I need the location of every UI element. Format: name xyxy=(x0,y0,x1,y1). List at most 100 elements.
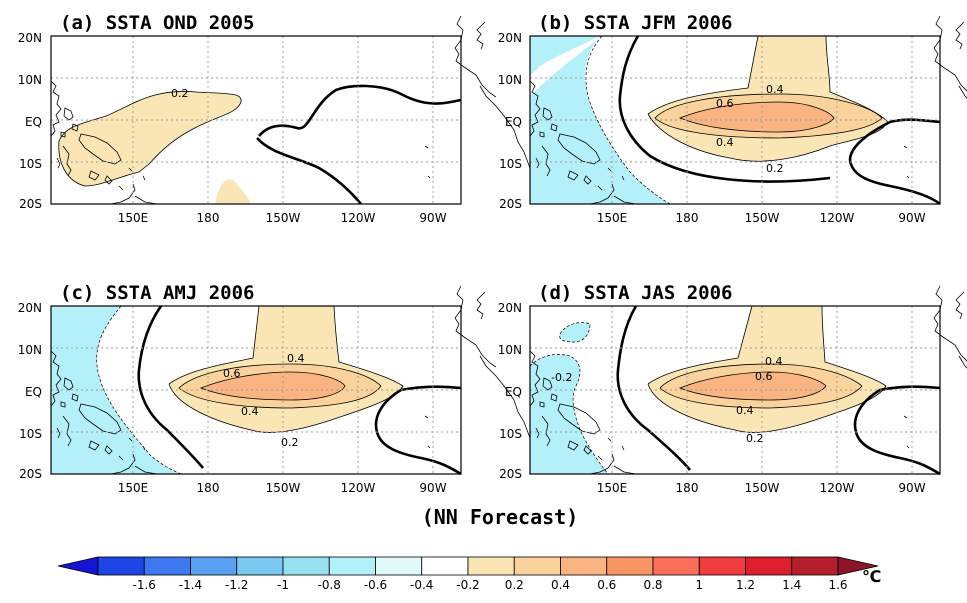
colorbar-swatch xyxy=(791,556,839,576)
lat-tick: EQ xyxy=(25,385,42,399)
colorbar-tick-label: -0.4 xyxy=(410,578,433,592)
lon-tick: 180 xyxy=(676,211,699,225)
colorbar-tick-label: -0.2 xyxy=(456,578,479,592)
lat-tick: EQ xyxy=(505,115,522,129)
lon-tick: 120W xyxy=(820,211,855,225)
colorbar-tick-label: -1 xyxy=(277,578,289,592)
lon-tick: 90W xyxy=(419,211,446,225)
colorbar-swatch xyxy=(375,556,423,576)
lat-axis-b: 20N 10N EQ 10S 20S xyxy=(498,31,522,211)
lat-tick: 10S xyxy=(499,427,522,441)
colorbar-high-arrow xyxy=(837,556,879,576)
colorbar-tick-label: 1.6 xyxy=(828,578,847,592)
lon-tick: 120W xyxy=(820,481,855,495)
cool-anomaly-region-d xyxy=(559,322,591,343)
panel-title: (b) SSTA JFM 2006 xyxy=(538,12,732,34)
colorbar-swatch xyxy=(698,556,746,576)
lon-tick: 180 xyxy=(676,481,699,495)
colorbar-tick-label: 1 xyxy=(695,578,703,592)
lat-tick: 10N xyxy=(18,73,42,87)
lon-tick: 150E xyxy=(597,211,628,225)
colorbar-tick-label: 1.4 xyxy=(782,578,801,592)
colorbar-tick-label: -1.6 xyxy=(133,578,156,592)
colorbar-swatch xyxy=(421,556,469,576)
lon-tick: 120W xyxy=(341,211,376,225)
lat-tick: 10N xyxy=(498,343,522,357)
lat-axis-a: 20N 10N EQ 10S 20S xyxy=(18,31,42,211)
colorbar-swatch xyxy=(467,556,515,576)
panel-c: 0.4 0.6 0.4 0.2 xyxy=(50,285,535,476)
contour-label: 0.4 xyxy=(241,405,259,418)
lat-tick: 20N xyxy=(498,301,522,315)
colorbar-tick-label: 0.2 xyxy=(505,578,524,592)
lon-tick: 90W xyxy=(898,211,925,225)
contour-label: 0.4 xyxy=(766,83,784,96)
colorbar-swatch xyxy=(513,556,561,576)
contour-label: 0.2 xyxy=(171,87,189,100)
colorbar-swatch xyxy=(190,556,238,576)
lon-tick: 150W xyxy=(266,211,301,225)
colorbar-swatch xyxy=(328,556,376,576)
contour-label: 0.4 xyxy=(765,355,783,368)
colorbar-low-arrow xyxy=(57,556,99,576)
colorbar-tick-label: 0.4 xyxy=(551,578,570,592)
lon-tick: 150W xyxy=(266,481,301,495)
lon-tick: 150W xyxy=(745,211,780,225)
lon-axis-c: 150E 180 150W 120W 90W xyxy=(118,481,447,495)
lat-tick: 20S xyxy=(19,197,42,211)
contour-label: 0.4 xyxy=(736,404,754,417)
lon-tick: 90W xyxy=(898,481,925,495)
lon-tick: 150W xyxy=(745,481,780,495)
unit-label: ℃ xyxy=(862,567,881,586)
contour-label: 0.6 xyxy=(223,367,241,380)
forecast-caption: (NN Forecast) xyxy=(422,505,579,529)
colorbar-swatch xyxy=(143,556,191,576)
contour-label: 0.2 xyxy=(281,436,299,449)
lat-tick: 10S xyxy=(499,157,522,171)
lat-tick: 10N xyxy=(498,73,522,87)
panel-b: 0.4 0.6 0.4 0.2 xyxy=(529,15,967,206)
lat-axis-d: 20N 10N EQ 10S 20S xyxy=(498,301,522,481)
colorbar-swatch xyxy=(282,556,330,576)
lon-tick: 180 xyxy=(197,481,220,495)
lat-tick: 20N xyxy=(18,31,42,45)
lat-tick: 20N xyxy=(18,301,42,315)
lon-tick: 180 xyxy=(197,211,220,225)
colorbar-tick-label: 1.2 xyxy=(736,578,755,592)
contour-label: 0.4 xyxy=(287,352,305,365)
panel-d: -0.2 0.4 0.6 0.4 0.2 xyxy=(529,285,967,476)
lon-tick: 120W xyxy=(341,481,376,495)
colorbar-swatch xyxy=(97,556,145,576)
lat-tick: 20S xyxy=(499,197,522,211)
panel-title: (c) SSTA AMJ 2006 xyxy=(60,282,254,304)
zero-contour-b xyxy=(618,35,941,206)
colorbar-tick-label: 0.6 xyxy=(597,578,616,592)
lon-axis-b: 150E 180 150W 120W 90W xyxy=(597,211,926,225)
lat-tick: 20S xyxy=(19,467,42,481)
colorbar: -1.6 -1.4 -1.2 -1 -0.8 -0.6 -0.4 -0.2 0.2 0.4 0.6 0… xyxy=(57,556,879,592)
colorbar-tick-label: -1.4 xyxy=(179,578,202,592)
panel-title: (d) SSTA JAS 2006 xyxy=(538,282,732,304)
warm-anomaly-0.6-b xyxy=(678,101,835,133)
contour-label: 0.2 xyxy=(766,162,784,175)
lat-tick: 20N xyxy=(498,31,522,45)
colorbar-tick-label: -0.8 xyxy=(318,578,341,592)
lat-tick: 10N xyxy=(18,343,42,357)
warm-anomaly-region-a xyxy=(58,91,242,186)
warm-anomaly-0.6-c xyxy=(199,371,346,401)
lat-tick: EQ xyxy=(25,115,42,129)
lon-tick: 150E xyxy=(118,211,149,225)
lat-tick: 20S xyxy=(499,467,522,481)
contour-label: 0.6 xyxy=(755,370,773,383)
lon-tick: 150E xyxy=(118,481,149,495)
contour-label: -0.2 xyxy=(551,371,572,384)
colorbar-tick-label: 0.8 xyxy=(643,578,662,592)
lon-axis-d: 150E 180 150W 120W 90W xyxy=(597,481,926,495)
contour-label: 0.6 xyxy=(716,97,734,110)
colorbar-swatch xyxy=(236,556,284,576)
lon-tick: 150E xyxy=(597,481,628,495)
lat-tick: EQ xyxy=(505,385,522,399)
colorbar-swatch xyxy=(606,556,654,576)
lon-axis-a: 150E 180 150W 120W 90W xyxy=(118,211,447,225)
